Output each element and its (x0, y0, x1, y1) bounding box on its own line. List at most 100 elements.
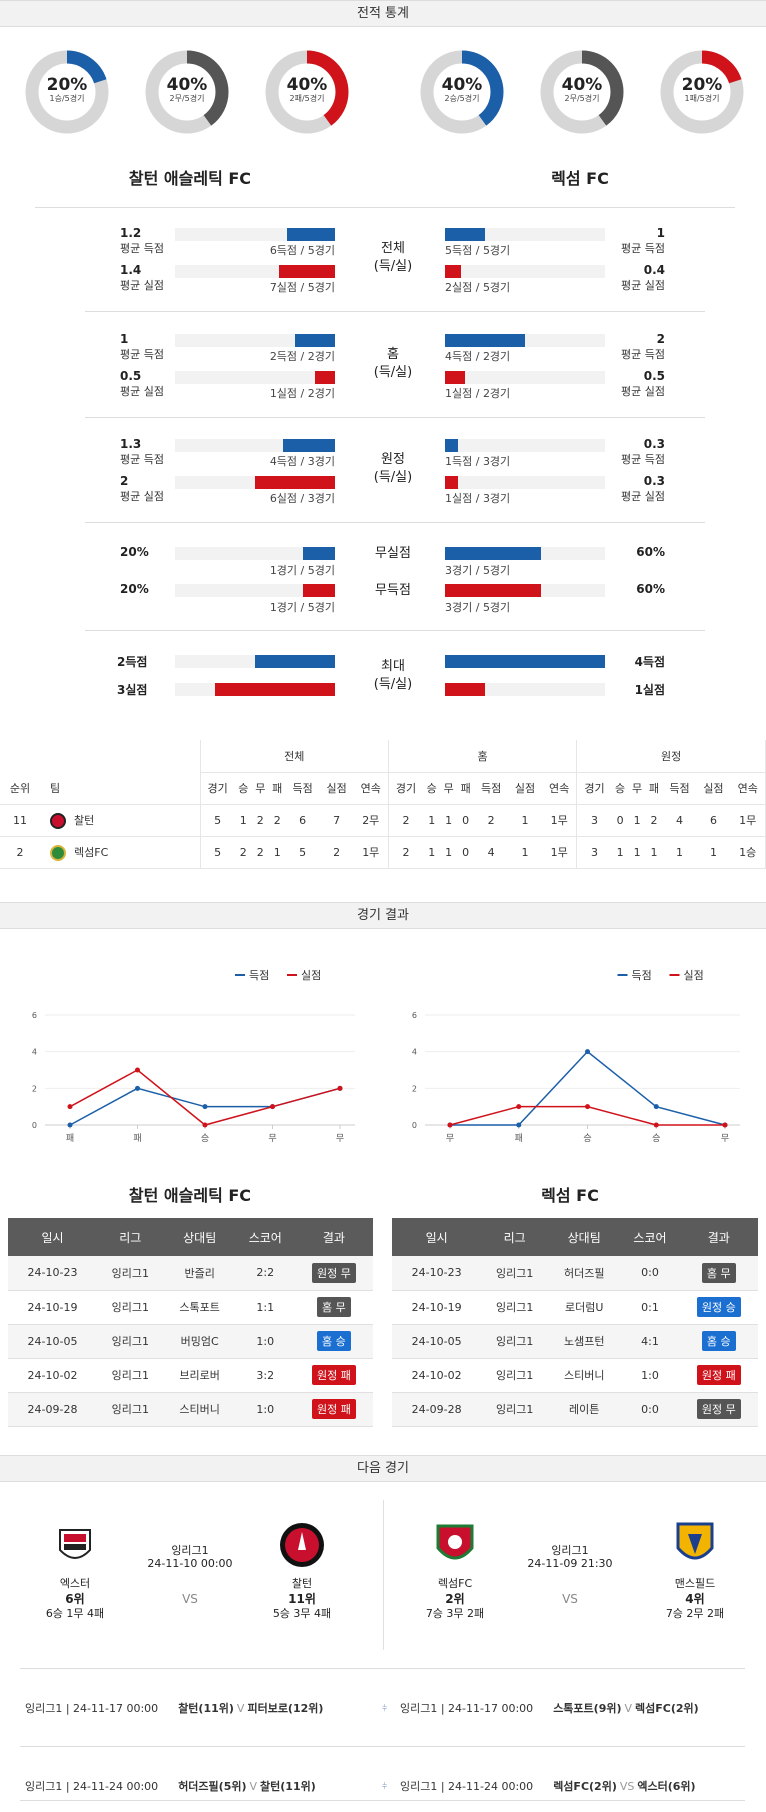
standings-col-header: 연속 (353, 772, 389, 805)
result-cell[interactable]: 허더즈필 (548, 1256, 621, 1291)
result-cell[interactable]: 로더럼U (548, 1290, 621, 1325)
rank-header: 순위 (0, 772, 40, 805)
right-bar (445, 228, 485, 241)
result-cell: 24-10-23 (392, 1256, 482, 1291)
result-cell: 1:1 (235, 1290, 295, 1325)
x-tick-label: 승 (201, 1133, 209, 1144)
standings-cell: 2 (388, 804, 424, 837)
result-badge: 홈 승 (701, 1331, 736, 1351)
y-tick-label: 2 (32, 1084, 37, 1093)
right-results-chart: 득점 실점 0 2 4 6 무 패 승 승 무 (412, 969, 740, 1144)
left-bar-text: 4득점 / 3경기 (269, 455, 335, 468)
left-bar (279, 265, 335, 278)
data-point (722, 1122, 728, 1128)
standings-cell: 1승 (730, 836, 766, 869)
result-cell[interactable]: 반즐리 (163, 1256, 236, 1291)
standings-col-header: 승 (423, 772, 441, 805)
next-left-home-name[interactable]: 엑스터 (59, 1577, 91, 1590)
right-bar-text: 1실점 / 2경기 (445, 387, 511, 400)
standings-cell: 1 (508, 836, 543, 869)
left-label: 평균 실점 (120, 490, 164, 503)
upcoming-vs: VS (619, 1780, 635, 1793)
left-bar-text: 1경기 / 5경기 (269, 564, 335, 577)
x-tick-label: 패 (133, 1133, 141, 1144)
standings-cell: 2 (319, 836, 354, 869)
upcoming-right-match[interactable]: 잉리그1 | 24-11-17 00:00 스톡포트(9위) V 렉섬FC(2위) (400, 1700, 699, 1716)
standings-col-header: 무 (251, 772, 269, 805)
donut-chart: 40% 2무/5경기 (540, 50, 624, 134)
right-bar (445, 334, 525, 347)
result-badge: 원정 패 (311, 1365, 356, 1385)
exeter-crest-icon (59, 1529, 91, 1559)
upcoming-right-match[interactable]: 잉리그1 | 24-11-24 00:00 렉섬FC(2위) VS 엑스터(6위) (400, 1778, 696, 1794)
right-bar-text: 5득점 / 5경기 (445, 244, 511, 257)
upcoming-left-match[interactable]: 잉리그1 | 24-11-17 00:00 찰턴(11위) V 피터보로(12위) (25, 1700, 323, 1716)
data-point (67, 1122, 73, 1128)
standings-col-header: 득점 (662, 772, 697, 805)
right-bar (445, 683, 485, 696)
next-left-date: 24-11-10 00:00 (147, 1557, 233, 1570)
right-bar-text: 2실점 / 5경기 (445, 281, 511, 294)
result-cell[interactable]: 스티버니 (548, 1358, 621, 1393)
next-right-home-name[interactable]: 렉섬FC (437, 1577, 473, 1590)
standings-col-header: 실점 (319, 772, 354, 805)
result-cell: 24-09-28 (392, 1392, 482, 1427)
standings-cell: 0 (457, 804, 475, 837)
standings-cell: 1무 (353, 836, 389, 869)
left-bar-text: 2득점 / 2경기 (269, 350, 335, 363)
standings-cell: 1무 (730, 804, 766, 837)
chevron-down-icon[interactable]: ⫩ (382, 1782, 388, 1792)
chevron-down-icon[interactable]: ⫩ (382, 1704, 388, 1714)
standings-cell: 2무 (353, 804, 389, 837)
legend-conceded: 실점 (684, 969, 704, 982)
results-header: 리그 (97, 1218, 164, 1256)
left-bar-text: 6득점 / 5경기 (269, 244, 335, 257)
bar-track (175, 655, 335, 668)
data-point (516, 1104, 522, 1110)
standings-cell: 1 (611, 836, 629, 869)
upcoming-home: 허더즈필(5위) (178, 1780, 247, 1793)
team-cell: 찰턴 (40, 804, 201, 837)
standings-cell: 2 (388, 836, 424, 869)
result-cell[interactable]: 노샘프턴 (548, 1324, 621, 1359)
chart-legend: 득점 실점 (617, 969, 704, 982)
home-results-table: 일시 리그 상대팀 스코어 결과 24-10-23 잉리그1 반즐리 2:2 원정 무 24-10-… (8, 1218, 373, 1427)
result-badge: 원정 패 (311, 1399, 356, 1419)
left-value: 0.5 (120, 369, 142, 383)
pct-label: 무실점 (375, 546, 411, 561)
right-pct: 60% (636, 545, 665, 559)
standings-cell: 6 (696, 804, 731, 837)
upcoming-away: 찰턴(11위) (260, 1780, 316, 1793)
standings-cell: 3 (576, 804, 612, 837)
standings-col-header: 무 (628, 772, 646, 805)
standings-col-header: 패 (645, 772, 663, 805)
next-left-away-name[interactable]: 찰턴 (291, 1577, 313, 1590)
standings-col-header: 승 (611, 772, 629, 805)
result-cell[interactable]: 브리로버 (163, 1358, 236, 1393)
standings-col-header: 패 (457, 772, 475, 805)
donut-percent: 20% (681, 75, 723, 95)
right-bar-text: 3경기 / 5경기 (445, 564, 511, 577)
left-value: 1.4 (120, 263, 142, 277)
standings-cell: 2 (251, 804, 269, 837)
result-cell[interactable]: 스티버니 (163, 1392, 236, 1427)
team-name[interactable]: 찰턴 (74, 813, 95, 827)
standings-cell: 1무 (542, 836, 578, 869)
upcoming-left-match[interactable]: 잉리그1 | 24-11-24 00:00 허더즈필(5위) V 찰턴(11위) (25, 1778, 316, 1794)
next-right-away-name[interactable]: 맨스필드 (674, 1577, 716, 1590)
result-cell: 24-10-05 (392, 1324, 482, 1359)
standings-row: 11 찰턴 5 1 2 2 6 7 2무 2 1 1 0 2 1 1무 3 0 1 2 4 6 1무 (0, 804, 766, 837)
result-cell[interactable]: 스톡포트 (163, 1290, 236, 1325)
x-tick-label: 승 (652, 1133, 660, 1144)
team-name[interactable]: 렉섬FC (74, 845, 109, 859)
stat-group-label: 전체 (381, 241, 405, 256)
x-tick-label: 무 (336, 1133, 344, 1144)
wrexham-crest-icon (50, 844, 66, 861)
data-point (653, 1104, 659, 1110)
right-bar-text: 3경기 / 5경기 (445, 601, 511, 614)
result-cell[interactable]: 버밍엄C (163, 1324, 236, 1359)
result-cell[interactable]: 레이튼 (548, 1392, 621, 1427)
bar-track (175, 683, 335, 696)
data-point (653, 1122, 659, 1128)
donut-arc (660, 50, 744, 134)
